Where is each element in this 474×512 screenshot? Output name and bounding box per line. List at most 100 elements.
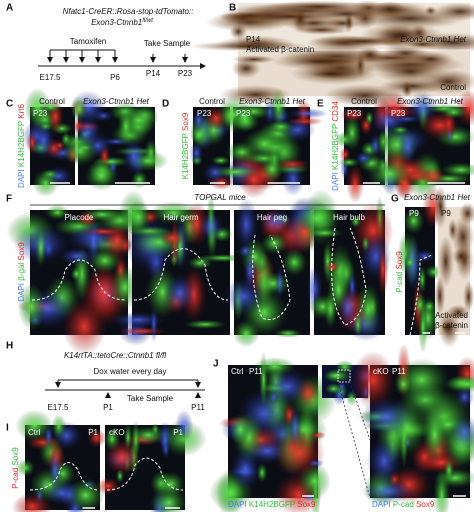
- timepoint: E17.5: [40, 73, 61, 82]
- stain: Sox9: [11, 447, 20, 466]
- genotype-text: Exon3-Ctnnb1: [91, 18, 142, 27]
- group-label: Ctrl: [28, 428, 41, 437]
- stain-label: P-cad Sox9: [395, 251, 404, 293]
- signal: [163, 273, 197, 313]
- signal: [231, 58, 261, 79]
- panel-title: TOPGAL mice: [194, 193, 246, 202]
- signal: [115, 468, 124, 484]
- signal: [324, 260, 340, 273]
- signal: [232, 319, 260, 348]
- timepoint: P11: [191, 403, 205, 412]
- outline: [29, 462, 99, 491]
- stain: P-cad: [11, 468, 20, 489]
- signal: [296, 378, 320, 409]
- group-label: Exon3-Ctnnb1 Het: [397, 97, 464, 106]
- age-label: P23: [347, 109, 362, 118]
- group-label: Ctrl: [231, 367, 244, 376]
- signal: [360, 396, 414, 438]
- micrograph: [296, 188, 394, 342]
- signal: [458, 202, 474, 225]
- genotype-line: Exon3-Ctnnb1fl/wt: [91, 18, 153, 28]
- signal: [366, 435, 402, 487]
- signal: [422, 406, 448, 463]
- signal: [356, 46, 384, 64]
- group-label: Exon3-Ctnnb1 Het: [239, 97, 306, 106]
- inset-box: [337, 369, 351, 383]
- signal: [160, 229, 185, 247]
- signal: [451, 216, 474, 258]
- signal: [306, 458, 324, 468]
- panel-label: E: [317, 99, 324, 110]
- stain-label: DAPI K14H2BGFP Sox9: [228, 500, 316, 509]
- stain: DAPI: [17, 169, 26, 188]
- panel-label: D: [162, 99, 169, 110]
- signal: [339, 146, 351, 163]
- signal: [419, 111, 460, 140]
- signal: [350, 215, 362, 228]
- group-label: cKO: [373, 367, 389, 376]
- signal: [242, 128, 287, 160]
- signal: [323, 290, 338, 329]
- timeline-a: [38, 49, 206, 69]
- micrograph: [434, 185, 474, 348]
- timepoint: P23: [178, 69, 193, 78]
- signal: [212, 165, 259, 179]
- signal: [413, 249, 436, 263]
- outline: [106, 457, 184, 491]
- panel-label: H: [6, 341, 13, 352]
- genotype-sup: fl/wt: [142, 18, 153, 24]
- micrograph: [209, 351, 337, 512]
- signal: [121, 139, 146, 174]
- signal: [401, 80, 413, 99]
- stain-label: DAPI K14H2BGFP Krt6: [17, 103, 26, 187]
- group-label: cKO: [109, 428, 125, 437]
- signal: [15, 459, 36, 477]
- signal: [434, 185, 448, 230]
- signal: [70, 267, 83, 281]
- signal: [70, 95, 88, 122]
- signal: [243, 251, 257, 292]
- stage-label: Hair germ: [163, 213, 198, 222]
- signal: [189, 141, 204, 165]
- signal: [449, 414, 474, 450]
- group-label: Exon3-Ctnnb1 Het: [83, 97, 150, 106]
- age-label: P11: [249, 367, 263, 376]
- panel-label: B: [229, 3, 236, 14]
- stain: DAPI: [372, 500, 391, 509]
- signal: [433, 468, 451, 512]
- stain: DAPI: [17, 283, 26, 302]
- micrograph: [110, 189, 250, 346]
- signal: [157, 471, 185, 497]
- signal: [398, 129, 418, 165]
- signal: [351, 350, 395, 410]
- signal: [373, 59, 447, 84]
- group-label: Control: [199, 97, 225, 106]
- stain: Sox9: [17, 242, 26, 261]
- stain-label: β-catenin: [435, 321, 468, 330]
- signal: [230, 447, 261, 491]
- micrograph: [11, 409, 107, 512]
- panel-label: I: [6, 423, 9, 434]
- micrograph: [60, 90, 169, 191]
- signal: [324, 382, 343, 395]
- signal: [437, 235, 454, 288]
- signal: [198, 211, 224, 242]
- stain: K14H2BGFP: [181, 133, 190, 179]
- signal: [48, 450, 62, 491]
- signal: [17, 282, 46, 331]
- stain: P-cad: [395, 272, 404, 293]
- stain-label: DAPI β-gal Sox9: [17, 242, 26, 302]
- signal: [252, 357, 297, 376]
- signal: [131, 170, 148, 189]
- stain: Sox9: [416, 500, 435, 509]
- timepoint: P14: [146, 69, 161, 78]
- image-layer: [6, 0, 474, 512]
- signal: [273, 427, 326, 479]
- signal: [325, 371, 346, 381]
- stain: Sox9: [395, 251, 404, 270]
- signal: [58, 247, 96, 265]
- age-label: P14: [246, 35, 261, 44]
- micrograph: [212, 88, 328, 199]
- signal: [308, 69, 355, 79]
- stain: Sox9: [181, 112, 190, 131]
